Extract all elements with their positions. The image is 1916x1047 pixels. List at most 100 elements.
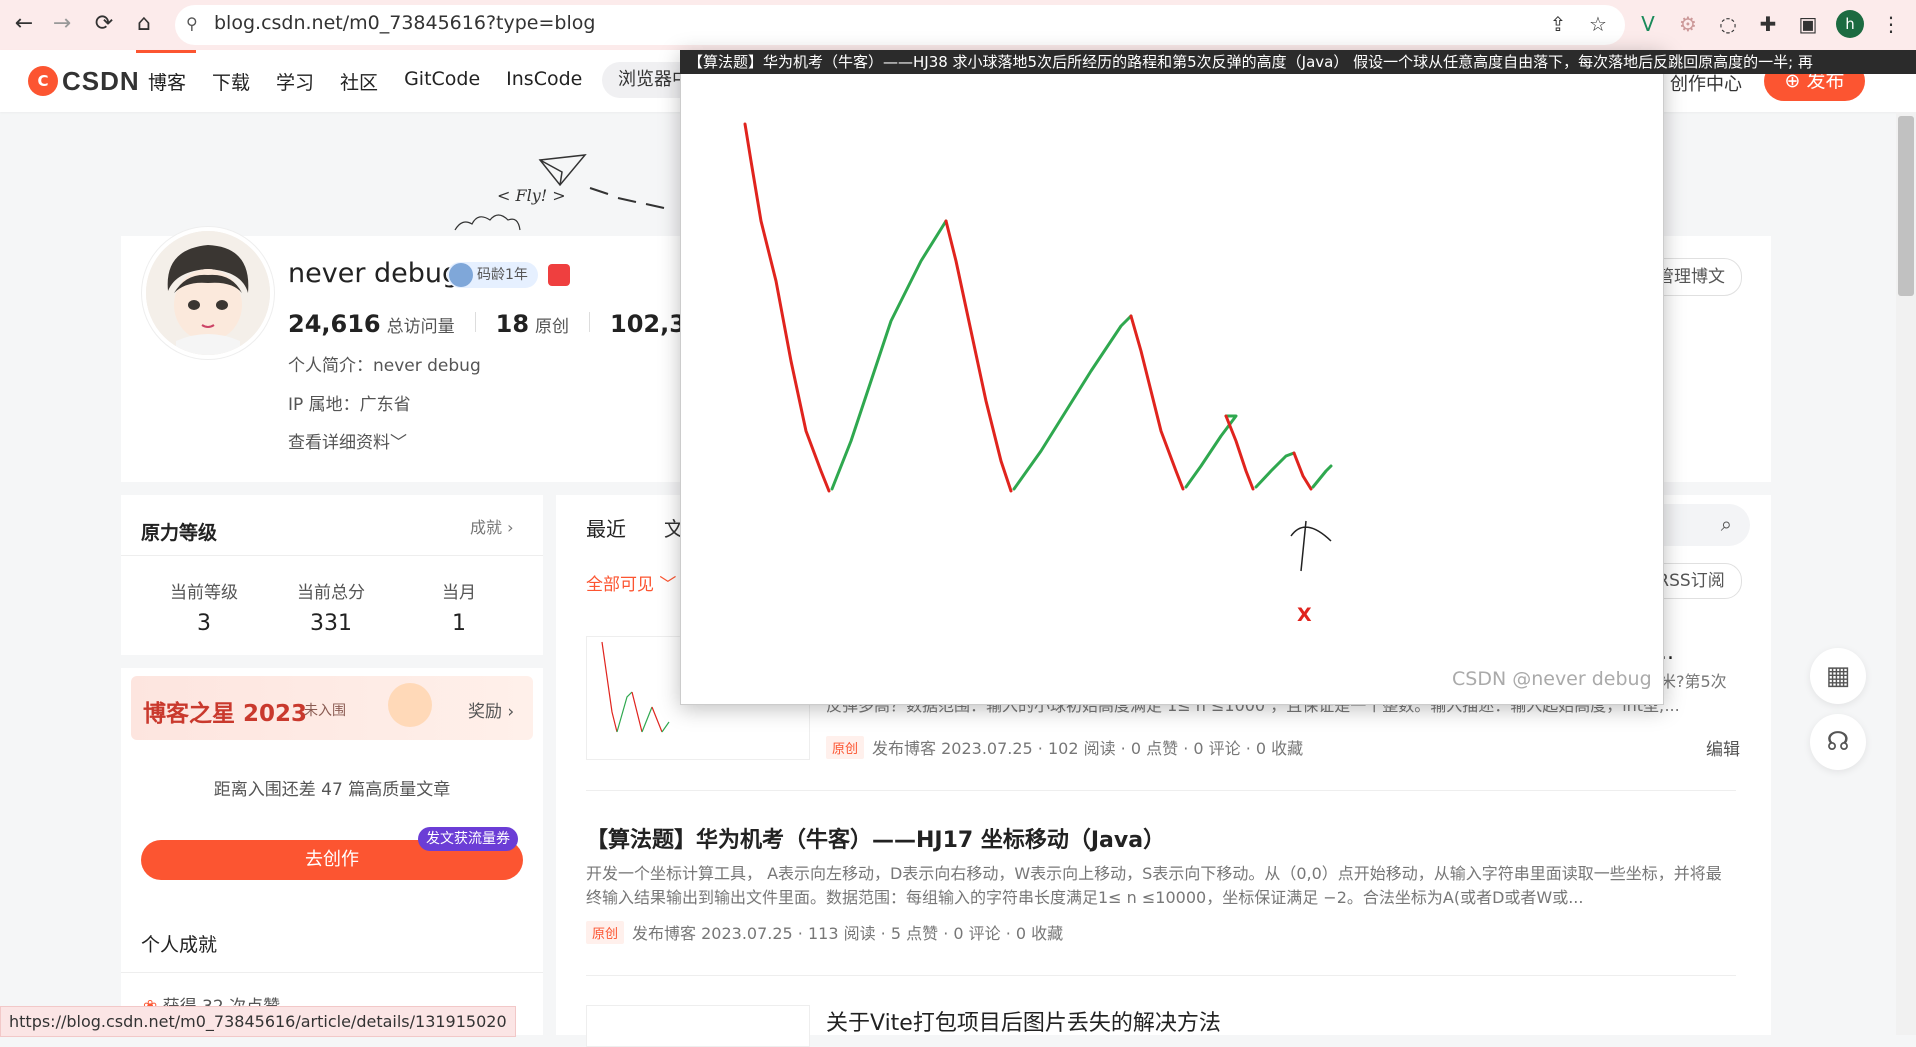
- search-icon: ⌕: [1721, 512, 1732, 536]
- level-stat-value: 3: [154, 611, 254, 636]
- profile-ip: IP 属地：广东省: [288, 390, 411, 415]
- level-stat-month: 当月 1: [409, 578, 509, 636]
- article-meta-text: 发布博客 2023.07.25 · 102 阅读 · 0 点赞 · 0 评论 ·…: [872, 735, 1303, 759]
- page-scrollbar-thumb[interactable]: [1898, 116, 1914, 296]
- bounce-stroke: [1313, 466, 1331, 487]
- original-count-label: 原创: [535, 312, 569, 337]
- blog-star-reward-link[interactable]: 奖励 ›: [468, 697, 514, 722]
- visibility-filter-label: 全部可见: [586, 575, 654, 595]
- image-preview-popup[interactable]: [680, 50, 1664, 705]
- status-link-preview: https://blog.csdn.net/m0_73845616/articl…: [0, 1006, 516, 1037]
- reload-icon[interactable]: ⟳: [90, 10, 118, 38]
- article-title[interactable]: 关于Vite打包项目后图片丢失的解决方法: [826, 1005, 1221, 1037]
- blog-star-title: 博客之星 2023: [143, 694, 307, 728]
- fall-stroke: [745, 124, 829, 491]
- active-nav-indicator: [136, 50, 196, 53]
- level-stat-value: 331: [281, 611, 381, 636]
- tab-recent[interactable]: 最近: [586, 513, 626, 542]
- original-tag: 原创: [586, 921, 624, 944]
- article-item: 【算法题】华为机考（牛客）——HJ17 坐标移动（Java） 开发一个坐标计算工…: [586, 822, 1736, 944]
- achievements-link[interactable]: 成就 ›: [470, 514, 514, 538]
- bounce-stroke: [1256, 453, 1294, 487]
- pointer-arrow: [1291, 521, 1331, 571]
- level-panel-title: 原力等级: [141, 518, 217, 545]
- visibility-filter[interactable]: 全部可见 ﹀: [586, 570, 676, 595]
- fly-text: < Fly! >: [497, 186, 566, 205]
- level-stat-label: 当月: [409, 578, 509, 603]
- nav-download[interactable]: 下载: [212, 68, 250, 95]
- red-badge-icon[interactable]: [548, 264, 570, 286]
- level-stat-value: 1: [409, 611, 509, 636]
- blog-star-distance: 距离入围还差 47 篇高质量文章: [121, 775, 543, 800]
- blog-star-status: 未入围: [304, 700, 346, 720]
- logo-mascot-icon: C: [28, 66, 58, 96]
- extensions-puzzle-icon[interactable]: ✚: [1755, 11, 1781, 37]
- stat-divider: [589, 312, 590, 332]
- original-count: 18: [496, 310, 529, 338]
- address-url[interactable]: blog.csdn.net/m0_73845616?type=blog: [214, 12, 595, 34]
- fall-stroke: [1226, 416, 1253, 489]
- back-icon[interactable]: ←: [10, 10, 38, 38]
- original-tag: 原创: [826, 736, 864, 759]
- fall-stroke: [1131, 316, 1183, 489]
- profile-username: never debug: [288, 258, 459, 289]
- home-icon[interactable]: ⌂: [130, 10, 158, 38]
- extension-circle-icon[interactable]: ◌: [1715, 11, 1741, 37]
- csdn-logo[interactable]: C CSDN: [28, 65, 140, 97]
- avatar[interactable]: [142, 227, 274, 359]
- level-stat-label: 当前总分: [281, 578, 381, 603]
- achievements-link-label: 成就: [470, 518, 502, 537]
- article-title[interactable]: 【算法题】华为机考（牛客）——HJ17 坐标移动（Java）: [586, 822, 1736, 854]
- chevron-down-icon: ﹀: [654, 575, 676, 595]
- ground-marker-label: X: [1297, 604, 1312, 626]
- level-stat-total: 当前总分 331: [281, 578, 381, 636]
- qr-code-icon[interactable]: ▦: [1810, 648, 1866, 704]
- details-link[interactable]: 查看详细资料﹀: [288, 428, 407, 453]
- forward-icon[interactable]: →: [48, 10, 76, 38]
- level-stat-current: 当前等级 3: [154, 578, 254, 636]
- nav-blog[interactable]: 博客: [148, 68, 186, 95]
- level-stat-label: 当前等级: [154, 578, 254, 603]
- article-thumbnail[interactable]: [586, 1005, 810, 1047]
- article-desc: 开发一个坐标计算工具， A表示向左移动，D表示向右移动，W表示向上移动，S表示向…: [586, 862, 1736, 910]
- details-link-label: 查看详细资料: [288, 433, 390, 453]
- star-decoration-icon: [388, 683, 432, 727]
- panel-divider: [121, 555, 543, 556]
- image-preview-title: 【算法题】华为机考（牛客）——HJ38 求小球落地5次后所经历的路程和第5次反弹…: [680, 50, 1916, 74]
- browser-profile-avatar[interactable]: h: [1836, 10, 1864, 38]
- customer-service-icon[interactable]: ☊: [1810, 714, 1866, 770]
- stat-divider: [475, 312, 476, 332]
- bounce-stroke: [1014, 316, 1131, 489]
- edit-article-link[interactable]: 编辑: [1706, 735, 1740, 760]
- article-desc-line1: 米?第5次: [1660, 668, 1727, 692]
- site-info-icon[interactable]: ⚲: [186, 14, 206, 34]
- bounce-stroke: [1186, 416, 1236, 487]
- bounce-stroke: [832, 221, 946, 489]
- nav-community[interactable]: 社区: [340, 68, 378, 95]
- ball-bounce-drawing: [681, 51, 1664, 705]
- share-icon[interactable]: ⇪: [1545, 11, 1571, 37]
- profile-stats: 24,616 总访问量 18 原创 102,331: [288, 310, 725, 338]
- panel-divider: [121, 972, 543, 973]
- visit-count-label: 总访问量: [387, 312, 455, 337]
- nav-learn[interactable]: 学习: [276, 68, 314, 95]
- article-meta: 原创 发布博客 2023.07.25 · 113 阅读 · 5 点赞 · 0 评…: [586, 920, 1736, 944]
- profile-bio: 个人简介：never debug: [288, 351, 481, 376]
- nav-gitcode[interactable]: GitCode: [404, 68, 480, 95]
- nav-inscode[interactable]: InsCode: [506, 68, 582, 95]
- fall-stroke: [946, 221, 1011, 491]
- reward-label: 奖励: [468, 702, 502, 722]
- chevron-right-icon: ›: [502, 702, 514, 722]
- browser-menu-icon[interactable]: ⋮: [1878, 11, 1904, 37]
- extension-v-icon[interactable]: V: [1635, 11, 1661, 37]
- chevron-down-icon: ﹀: [390, 433, 407, 453]
- traffic-coupon-badge: 发文获流量券: [418, 827, 518, 851]
- side-panel-icon[interactable]: ▣: [1795, 11, 1821, 37]
- bookmark-star-icon[interactable]: ☆: [1585, 11, 1611, 37]
- fall-stroke: [1294, 453, 1311, 489]
- article-divider: [586, 790, 1736, 791]
- visit-count: 24,616: [288, 310, 381, 338]
- avatar-illustration: [146, 231, 270, 355]
- extension-gear-icon[interactable]: ⚙: [1675, 11, 1701, 37]
- code-age-icon: [449, 263, 473, 287]
